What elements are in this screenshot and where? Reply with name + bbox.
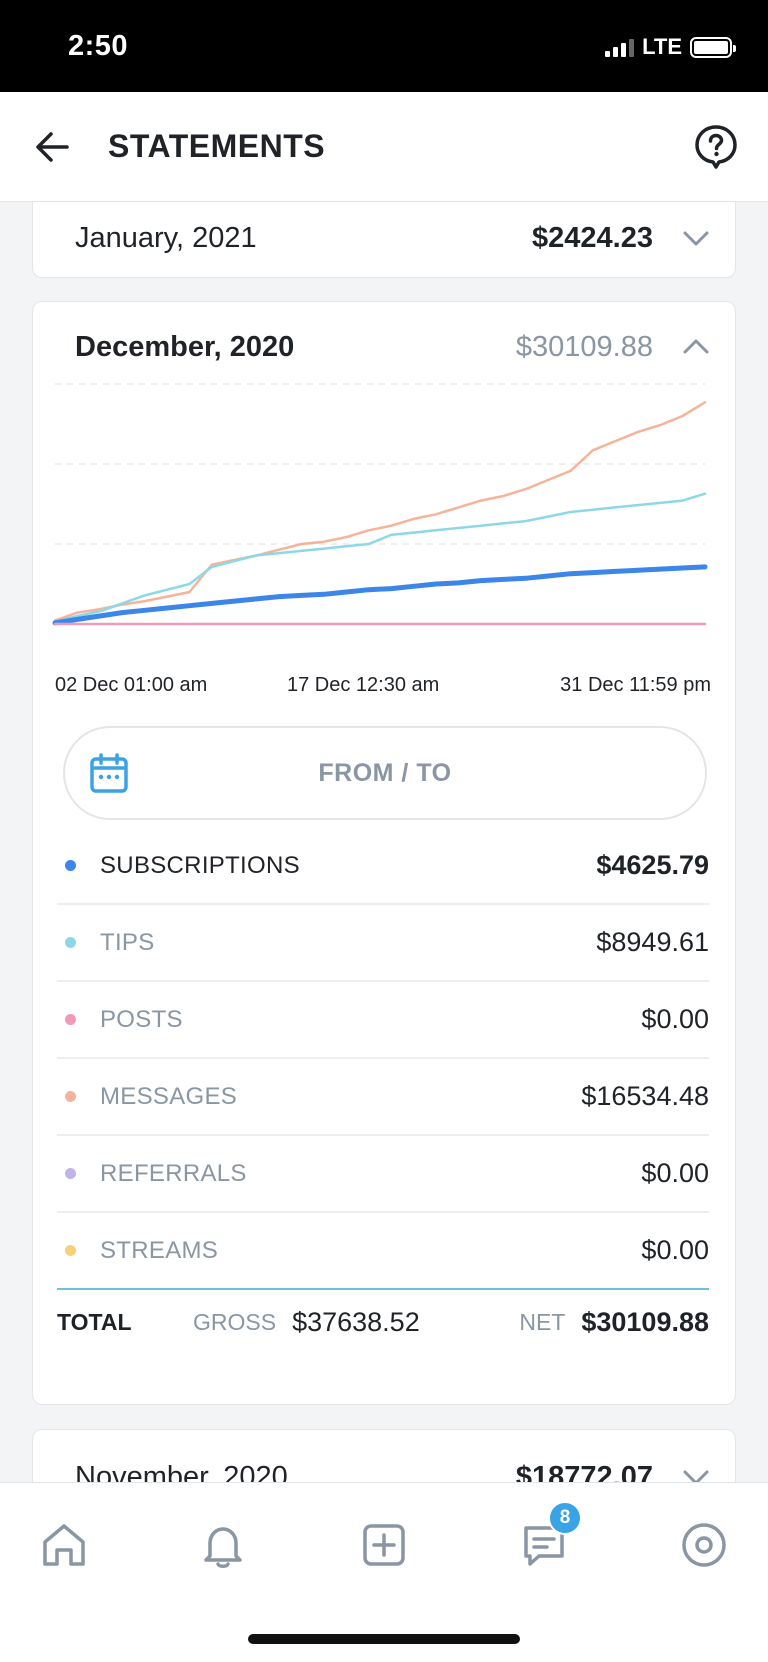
back-button[interactable] (30, 125, 74, 169)
statements-list[interactable]: January, 2021 $2424.23 December, 2020 $3… (0, 202, 768, 1482)
plus-square-icon (363, 1524, 405, 1566)
category-value: $0.00 (641, 1158, 709, 1188)
home-tab[interactable] (32, 1513, 96, 1577)
question-bubble-icon (695, 125, 737, 169)
legend-dot (65, 1014, 76, 1025)
x-tick-label: 02 Dec 01:00 am (55, 674, 208, 696)
profile-tab[interactable] (672, 1513, 736, 1577)
statement-card-november: November, 2020 $18772.07 (32, 1429, 736, 1482)
category-value: $0.00 (641, 1235, 709, 1265)
gross-value: $37638.52 (292, 1306, 420, 1337)
date-range-button[interactable]: FROM / TO (63, 726, 707, 820)
status-indicators: LTE (605, 34, 736, 60)
category-row-referrals[interactable]: REFERRALS $0.00 (57, 1136, 709, 1213)
gross-label: GROSS (193, 1308, 277, 1335)
category-row-messages[interactable]: MESSAGES $16534.48 (57, 1059, 709, 1136)
arrow-left-icon (36, 132, 69, 162)
legend-dot (65, 1168, 76, 1179)
bell-icon (204, 1527, 242, 1568)
bottom-tab-bar: 8 (0, 1482, 768, 1662)
chevron-down-icon (683, 231, 709, 246)
category-name: MESSAGES (100, 1082, 238, 1110)
battery-icon (690, 36, 736, 58)
category-name: REFERRALS (100, 1159, 247, 1187)
statement-card-january: January, 2021 $2424.23 (32, 202, 736, 278)
total-row: TOTAL GROSS $37638.52 NET $30109.88 (57, 1292, 709, 1352)
month-label: January, 2021 (75, 221, 257, 254)
net-label: NET (519, 1308, 566, 1335)
category-row-subscriptions[interactable]: SUBSCRIPTIONS $4625.79 (57, 828, 709, 905)
calendar-icon (90, 753, 128, 793)
chevron-down-icon (683, 1470, 709, 1482)
x-tick-label: 31 Dec 11:59 pm (560, 674, 711, 696)
category-value: $16534.48 (581, 1081, 709, 1111)
category-name: SUBSCRIPTIONS (100, 851, 300, 879)
legend-dot (65, 1245, 76, 1256)
total-label: TOTAL (57, 1308, 132, 1335)
legend-dot (65, 1091, 76, 1102)
series-line-messages (53, 401, 707, 622)
category-row-streams[interactable]: STREAMS $0.00 (57, 1213, 709, 1290)
messages-tab[interactable]: 8 (512, 1501, 582, 1577)
statement-header-december[interactable]: December, 2020 $30109.88 (75, 322, 711, 372)
status-time: 2:50 (68, 30, 129, 62)
month-label: December, 2020 (75, 330, 295, 363)
category-value: $8949.61 (596, 927, 709, 957)
unread-badge: 8 (548, 1501, 582, 1535)
month-amount: $18772.07 (515, 1460, 653, 1483)
home-icon (43, 1524, 85, 1566)
user-circle-icon (682, 1523, 726, 1567)
category-value: $0.00 (641, 1004, 709, 1034)
home-indicator (248, 1634, 520, 1644)
page-title: STATEMENTS (108, 128, 326, 164)
x-tick-label: 17 Dec 12:30 am (287, 674, 440, 696)
month-amount: $2424.23 (532, 221, 653, 254)
category-name: POSTS (100, 1005, 183, 1033)
chevron-up-icon (683, 339, 709, 354)
category-name: TIPS (100, 928, 155, 956)
app-header: STATEMENTS (0, 92, 768, 202)
legend-dot (65, 937, 76, 948)
category-list: SUBSCRIPTIONS $4625.79 TIPS $8949.61 POS… (57, 828, 709, 1290)
add-post-tab[interactable] (352, 1513, 416, 1577)
status-bar: 2:50 LTE (0, 0, 768, 92)
statement-card-december: December, 2020 $30109.88 02 Dec 01:00 am… (32, 301, 736, 1405)
month-amount: $30109.88 (515, 330, 653, 363)
network-label: LTE (642, 34, 682, 59)
series-line-tips (53, 492, 707, 623)
series-line-subscriptions (52, 564, 708, 626)
earnings-chart-svg (52, 383, 708, 626)
category-name: STREAMS (100, 1236, 219, 1264)
month-label: November, 2020 (75, 1460, 288, 1483)
help-button[interactable] (692, 122, 740, 170)
signal-icon (605, 37, 635, 57)
category-row-tips[interactable]: TIPS $8949.61 (57, 905, 709, 982)
statement-header-january[interactable]: January, 2021 $2424.23 (75, 213, 711, 263)
net-value: $30109.88 (581, 1306, 709, 1337)
category-row-posts[interactable]: POSTS $0.00 (57, 982, 709, 1059)
notifications-tab[interactable] (191, 1513, 255, 1577)
date-range-label: FROM / TO (318, 758, 452, 787)
legend-dot (65, 860, 76, 871)
category-value: $4625.79 (596, 850, 709, 880)
earnings-chart[interactable] (33, 374, 737, 644)
statement-header-november[interactable]: November, 2020 $18772.07 (75, 1452, 711, 1482)
